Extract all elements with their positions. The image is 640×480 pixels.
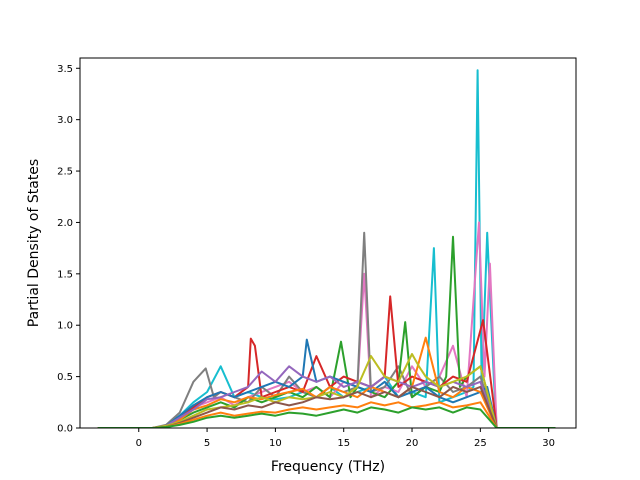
x-tick-label: 25 — [474, 438, 487, 449]
x-axis-ticks: 0 5 10 15 20 25 30 — [136, 428, 555, 449]
y-tick-label: 3.5 — [57, 64, 73, 75]
x-tick-label: 10 — [269, 438, 282, 449]
y-tick-label: 1.0 — [57, 321, 73, 332]
pdos-series-line-11 — [97, 401, 556, 428]
y-tick-label: 1.5 — [57, 269, 73, 280]
pdos-series-line-9 — [97, 353, 556, 428]
pdos-series-line-4 — [97, 235, 556, 428]
x-tick-label: 15 — [337, 438, 350, 449]
pdos-series-line-12 — [97, 406, 556, 428]
axes-frame — [79, 57, 577, 429]
x-tick-label: 0 — [136, 438, 142, 449]
y-tick-label: 2.0 — [57, 218, 73, 229]
y-tick-label: 2.5 — [57, 167, 73, 178]
y-tick-label: 3.0 — [57, 115, 73, 126]
plot-area — [97, 69, 556, 428]
y-tick-label: 0.5 — [57, 372, 73, 383]
pdos-series-line-7 — [97, 336, 556, 428]
y-axis-ticks: 0.0 0.5 1.0 1.5 2.0 2.5 3.0 3.5 — [57, 64, 80, 435]
x-tick-label: 20 — [406, 438, 419, 449]
x-tick-label: 5 — [204, 438, 210, 449]
y-tick-label: 0.0 — [57, 424, 73, 435]
pdos-series-line-10 — [97, 385, 556, 428]
x-tick-label: 30 — [542, 438, 555, 449]
y-axis-label: Partial Density of States — [26, 159, 42, 327]
x-axis-label: Frequency (THz) — [271, 459, 385, 475]
